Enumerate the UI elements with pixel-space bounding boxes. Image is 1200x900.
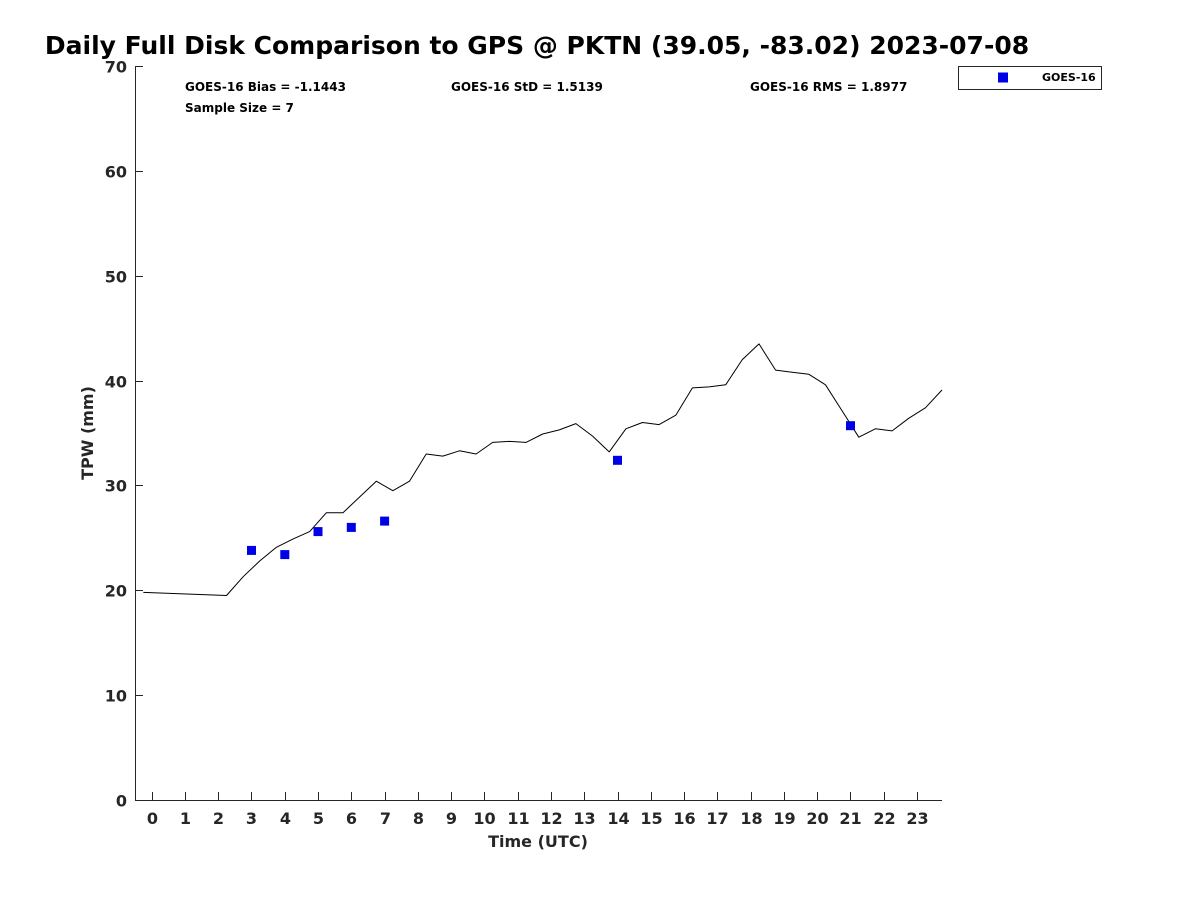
x-tick-label: 3 (246, 809, 257, 828)
x-tick-label: 16 (673, 809, 695, 828)
x-tick-label: 12 (540, 809, 562, 828)
x-tick-label: 9 (446, 809, 457, 828)
legend-marker-goes16 (998, 72, 1008, 83)
x-axis-label: Time (UTC) (488, 832, 588, 851)
legend-label-goes16: GOES-16 (1042, 71, 1096, 84)
x-tick-label: 14 (607, 809, 629, 828)
x-tick-label: 7 (380, 809, 391, 828)
y-tick-label: 30 (105, 477, 127, 496)
x-tick-label: 5 (313, 809, 324, 828)
y-tick-label: 70 (105, 58, 127, 77)
goes16-point (280, 550, 290, 560)
x-tick-label: 11 (507, 809, 529, 828)
goes16-point (247, 545, 256, 555)
x-tick-label: 0 (147, 809, 158, 828)
x-tick-label: 17 (706, 809, 728, 828)
gps-tpw-line (143, 343, 943, 596)
y-tick-label: 50 (105, 268, 127, 287)
y-tick-label: 20 (105, 582, 127, 601)
x-tick-label: 18 (740, 809, 762, 828)
x-tick-label: 21 (839, 809, 861, 828)
goes16-point (846, 421, 855, 431)
x-tick-label: 13 (573, 809, 595, 828)
goes16-point (346, 522, 356, 532)
y-axis-label: TPW (mm) (78, 386, 97, 480)
x-tick-label: 20 (806, 809, 828, 828)
std-stat: GOES-16 StD = 1.5139 (451, 80, 603, 94)
x-tick-label: 23 (906, 809, 928, 828)
x-tick-label: 4 (280, 809, 291, 828)
x-tick-label: 15 (640, 809, 662, 828)
legend: GOES-16 (958, 66, 1102, 90)
y-tick-label: 40 (105, 373, 127, 392)
y-tick-label: 0 (116, 792, 127, 811)
legend-box (958, 66, 1102, 90)
rms-stat: GOES-16 RMS = 1.8977 (750, 80, 907, 94)
sample-size-stat: Sample Size = 7 (185, 101, 294, 115)
y-tick-label: 10 (105, 687, 127, 706)
x-tick-label: 8 (413, 809, 424, 828)
x-tick-label: 2 (213, 809, 224, 828)
y-tick-label: 60 (105, 163, 127, 182)
x-tick-label: 19 (773, 809, 795, 828)
goes16-point (613, 455, 622, 465)
goes16-point (313, 527, 323, 537)
x-tick-label: 22 (873, 809, 895, 828)
x-tick-label: 6 (346, 809, 357, 828)
x-tick-label: 10 (473, 809, 495, 828)
chart-title: Daily Full Disk Comparison to GPS @ PKTN… (45, 31, 1029, 60)
bias-stat: GOES-16 Bias = -1.1443 (185, 80, 346, 94)
x-tick-label: 1 (180, 809, 191, 828)
goes16-point (380, 516, 390, 526)
